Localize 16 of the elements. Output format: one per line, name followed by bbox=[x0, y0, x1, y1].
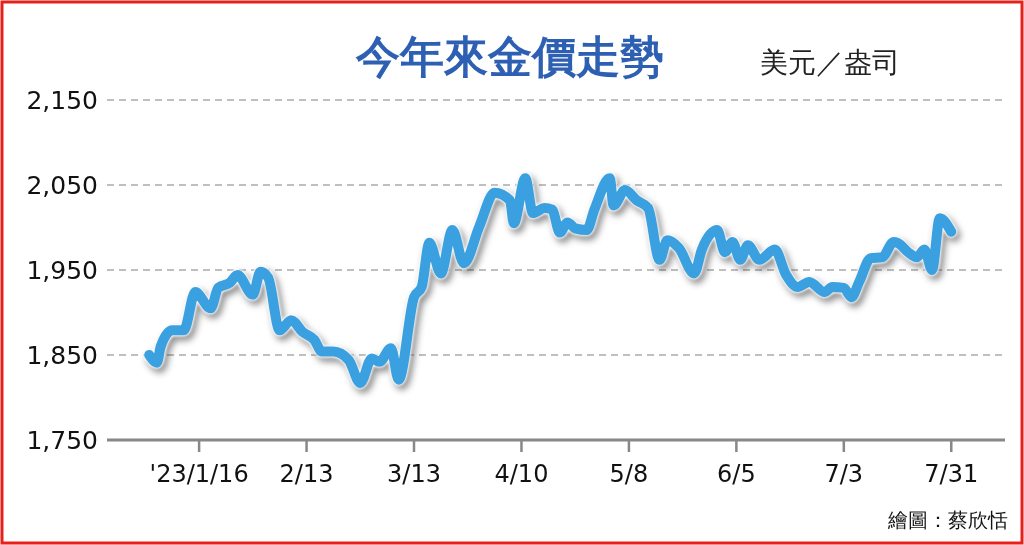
text: 繪圖：蔡欣恬 bbox=[887, 508, 1008, 532]
y-tick-label: 1,850 bbox=[26, 340, 98, 370]
y-tick-label: 1,950 bbox=[26, 255, 98, 285]
x-tick-label: '23/1/16 bbox=[149, 460, 249, 488]
x-tick-label: 3/13 bbox=[387, 460, 441, 488]
x-tick-label: 2/13 bbox=[279, 460, 334, 488]
x-tick-label: 7/3 bbox=[824, 460, 864, 488]
chart-title: 今年來金價走勢 bbox=[355, 31, 664, 82]
x-tick-label: 6/5 bbox=[717, 460, 756, 488]
x-tick-label: 5/8 bbox=[609, 460, 649, 488]
y-tick-label: 2,150 bbox=[26, 85, 98, 115]
y-tick-label: 1,750 bbox=[26, 425, 98, 455]
y-tick-label: 2,050 bbox=[26, 170, 98, 200]
x-tick-label: 7/31 bbox=[924, 460, 979, 488]
chart-subtitle: 美元／盎司 bbox=[760, 46, 900, 79]
x-tick-label: 4/10 bbox=[494, 460, 549, 488]
